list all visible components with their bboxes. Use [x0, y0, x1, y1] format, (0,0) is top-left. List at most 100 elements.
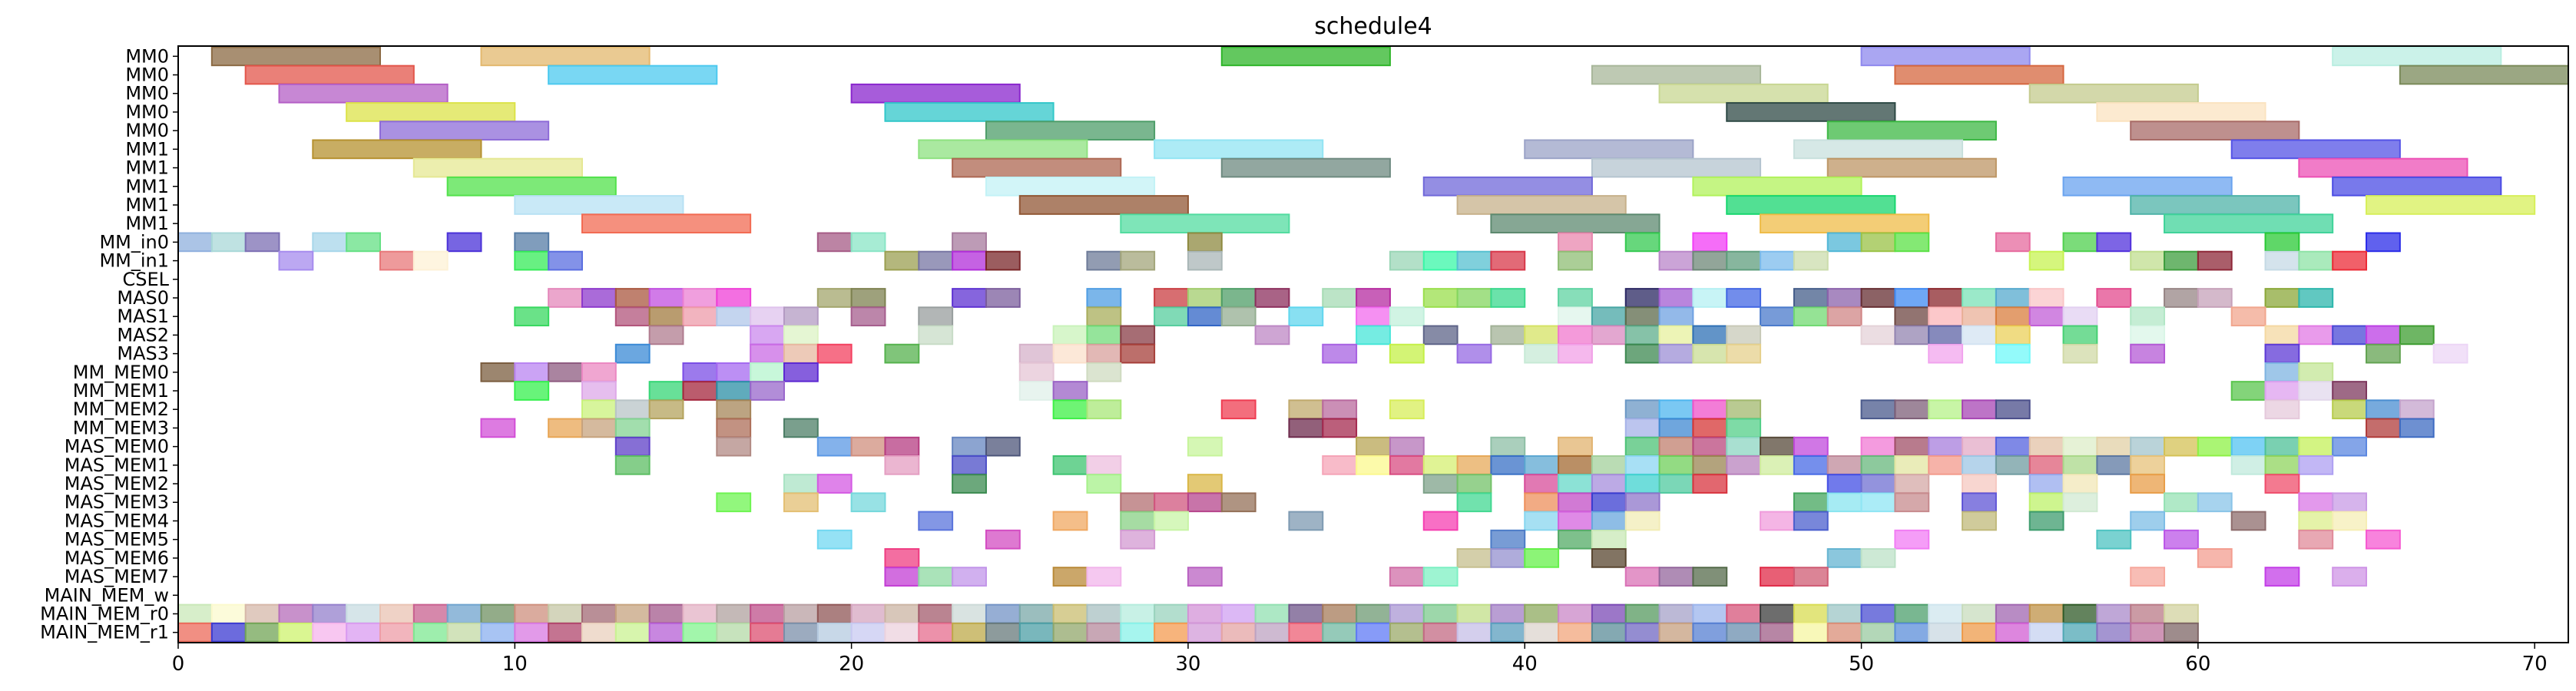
task-bar	[2400, 326, 2434, 345]
task-bar	[515, 363, 548, 382]
task-bar	[1592, 326, 1626, 345]
task-bar	[952, 438, 986, 456]
task-bar	[1660, 474, 1694, 493]
task-bar	[1828, 605, 1862, 623]
task-bar	[448, 233, 482, 252]
task-bar	[1592, 66, 1760, 84]
task-bar	[1727, 419, 1760, 438]
task-bar	[919, 512, 952, 531]
task-bar	[1289, 419, 1323, 438]
task-bar	[582, 214, 750, 233]
task-bar	[2198, 438, 2232, 456]
task-bar	[1188, 307, 1222, 326]
task-bar	[1727, 605, 1760, 623]
task-bar	[2164, 605, 2198, 623]
task-bar	[1727, 345, 1760, 363]
task-bar	[380, 605, 414, 623]
task-bar	[448, 177, 616, 196]
task-bar	[2097, 531, 2131, 549]
task-bar	[548, 623, 582, 642]
task-bar	[750, 307, 784, 326]
task-bar	[2131, 326, 2164, 345]
task-bar	[1660, 623, 1694, 642]
task-bar	[1693, 623, 1727, 642]
task-bar	[1828, 623, 1862, 642]
task-bar	[1458, 252, 1492, 270]
task-bar	[1154, 493, 1188, 511]
task-bar	[2097, 623, 2131, 642]
task-bar	[2299, 159, 2467, 177]
task-bar	[1996, 400, 2030, 418]
task-bar	[784, 345, 818, 363]
x-tick-label: 50	[1849, 653, 1874, 676]
task-bar	[1054, 326, 1088, 345]
task-bar	[1390, 456, 1424, 474]
task-bar	[1491, 438, 1525, 456]
task-bar	[1592, 549, 1626, 567]
task-bar	[2366, 345, 2400, 363]
task-bar	[1794, 289, 1828, 307]
task-bar	[1525, 140, 1693, 158]
task-bar	[1660, 307, 1694, 326]
task-bar	[1693, 233, 1727, 252]
task-bar	[380, 121, 548, 140]
task-bar	[2333, 47, 2501, 65]
task-bar	[1356, 623, 1390, 642]
task-bar	[717, 419, 750, 438]
task-bar	[650, 289, 684, 307]
task-bar	[1895, 474, 1929, 493]
task-bar	[1087, 363, 1121, 382]
task-bar	[2131, 456, 2164, 474]
task-bar	[1491, 456, 1525, 474]
task-bar	[1121, 214, 1289, 233]
task-bar	[1121, 531, 1154, 549]
task-bar	[986, 121, 1154, 140]
task-bar	[1424, 623, 1458, 642]
task-bar	[1087, 474, 1121, 493]
task-bar	[279, 605, 313, 623]
task-bar	[1458, 605, 1492, 623]
task-bar	[1289, 605, 1323, 623]
task-bar	[2064, 326, 2098, 345]
task-bar	[313, 233, 346, 252]
task-bar	[1087, 567, 1121, 586]
task-bar	[2030, 474, 2064, 493]
task-bar	[717, 307, 750, 326]
chart-title: schedule4	[1314, 13, 1432, 40]
task-bar	[683, 363, 717, 382]
task-bar	[1020, 623, 1054, 642]
task-bar	[1794, 307, 1828, 326]
task-bar	[1054, 623, 1088, 642]
task-bar	[2266, 438, 2300, 456]
task-bar	[2064, 456, 2098, 474]
task-bar	[1054, 456, 1088, 474]
task-bar	[1660, 84, 1828, 103]
task-bar	[750, 326, 784, 345]
task-bar	[683, 605, 717, 623]
task-bar	[1626, 512, 1660, 531]
task-bar	[1592, 474, 1626, 493]
task-bar	[212, 623, 246, 642]
task-bar	[1693, 605, 1727, 623]
task-bar	[2030, 307, 2064, 326]
task-bar	[2164, 531, 2198, 549]
task-bar	[1626, 233, 1660, 252]
task-bar	[2366, 196, 2535, 214]
task-bar	[1054, 400, 1088, 418]
task-bar	[1962, 438, 1996, 456]
task-bar	[481, 623, 515, 642]
task-bar	[2333, 438, 2366, 456]
task-bar	[1558, 326, 1592, 345]
task-bar	[1727, 252, 1760, 270]
task-bar	[1794, 252, 1828, 270]
task-bar	[2064, 623, 2098, 642]
task-bar	[1693, 456, 1727, 474]
task-bar	[1020, 363, 1054, 382]
task-bar	[885, 605, 919, 623]
task-bar	[986, 531, 1020, 549]
task-bar	[919, 326, 952, 345]
task-bar	[1794, 456, 1828, 474]
task-bar	[1895, 326, 1929, 345]
task-bar	[1828, 121, 1996, 140]
task-bar	[885, 438, 919, 456]
